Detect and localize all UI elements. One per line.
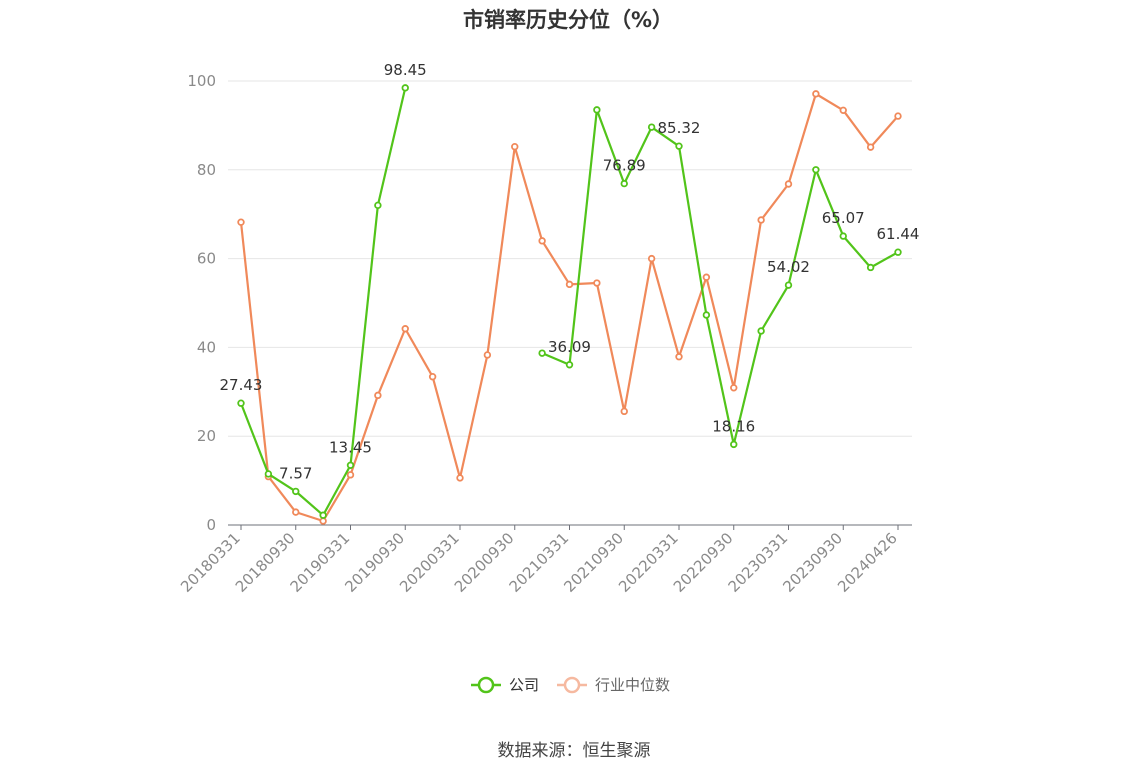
data-point [346,461,355,469]
data-point [538,237,546,245]
series-company [237,84,902,519]
data-point [593,279,601,287]
legend-marker-icon [563,676,581,694]
legend-item-company[interactable]: 公司 [471,676,539,694]
data-point [456,474,464,482]
axes: 0204060801002018033120180930201903312019… [177,72,912,596]
data-point [565,280,574,289]
chart-title: 市销率历史分位（%） [462,8,674,32]
grid-lines [228,80,912,437]
y-tick-label: 0 [206,516,216,534]
y-tick-label: 80 [197,161,216,179]
data-point [894,248,902,256]
data-point [292,508,300,516]
data-point [647,123,656,131]
data-point [812,90,820,98]
data-label: 61.44 [877,225,920,243]
legend-item-industry-median[interactable]: 行业中位数 [557,676,670,694]
data-point [565,361,574,369]
data-label: 98.45 [384,61,427,79]
data-point [374,391,382,400]
data-point [428,373,437,381]
data-point [702,273,711,281]
data-point [620,407,628,416]
data-label: 76.89 [603,157,646,175]
data-point [538,349,546,357]
data-point [894,112,902,120]
data-label: 54.02 [767,258,810,276]
legend: 公司 行业中位数 [471,676,670,694]
data-point [620,179,628,188]
data-point [675,353,683,361]
data-point [730,384,738,392]
y-tick-label: 20 [197,427,216,445]
data-point [866,263,875,272]
legend-label: 公司 [509,676,539,694]
data-point [647,254,656,263]
data-label: 65.07 [822,209,865,227]
data-point [812,166,820,174]
legend-label: 行业中位数 [595,676,670,694]
data-point [784,180,793,188]
data-label: 36.09 [548,338,591,356]
data-point [839,232,847,240]
series-lines [237,84,902,525]
data-labels: 27.43 7.57 13.45 98.45 36.09 76.89 85.32 18.16 5… [220,61,920,483]
data-point [593,106,601,114]
data-point [401,325,409,333]
data-point [237,399,245,407]
data-point [757,216,765,224]
source-note: 数据来源：恒生聚源 [497,741,651,761]
data-point [757,327,765,335]
y-tick-label: 100 [187,72,216,90]
data-point [730,440,738,449]
data-label: 18.16 [712,417,755,435]
x-tick-label: 20240426 [834,529,901,596]
data-point [702,311,711,319]
data-label: 7.57 [279,464,312,482]
data-point [319,511,327,519]
data-label: 13.45 [329,438,372,456]
data-point [401,84,409,92]
data-point [866,143,875,151]
y-tick-label: 40 [197,338,216,356]
data-point [346,471,355,479]
data-point [511,143,519,151]
data-point [264,470,273,478]
y-tick-label: 60 [197,250,216,268]
data-point [237,218,245,226]
legend-marker-icon [477,676,495,694]
data-point [374,201,382,210]
data-point [675,142,683,150]
series-industry-median [237,90,902,525]
data-point [292,487,300,496]
data-point [839,106,847,115]
data-point [784,281,793,289]
data-label: 27.43 [220,376,263,394]
data-point [483,351,492,359]
series-line [239,92,899,523]
data-point [319,517,327,525]
data-label: 85.32 [658,119,701,137]
